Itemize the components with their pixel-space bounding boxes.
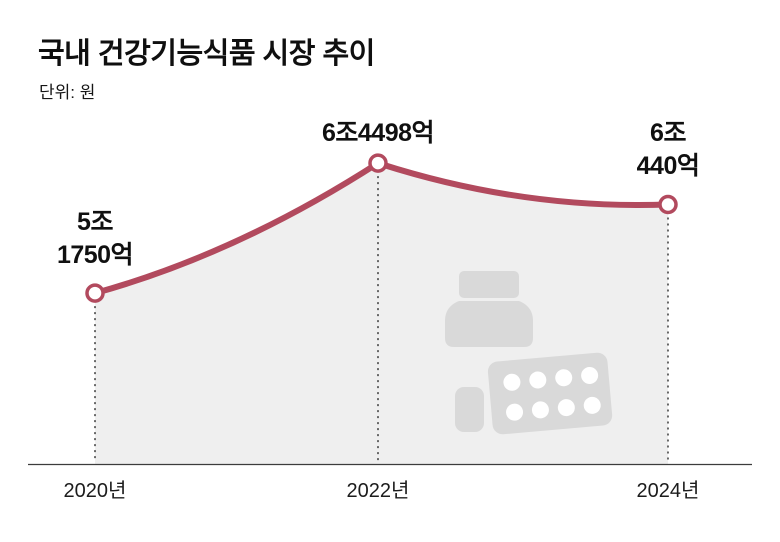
data-point-label: 6조 440억 <box>636 119 700 180</box>
x-axis-label: 2022년 <box>346 480 410 502</box>
pill-bottle-icon <box>445 271 533 347</box>
data-point-label: 6조4498억 <box>321 119 435 147</box>
dashed-guide-lines <box>94 176 669 462</box>
unit-label: 단위: 원 <box>39 83 96 102</box>
data-point-markers <box>85 153 678 303</box>
data-point-label: 5조 1750억 <box>56 208 134 269</box>
chart-title: 국내 건강기능식품 시장 추이 <box>38 38 375 70</box>
x-axis-label: 2024년 <box>636 480 700 502</box>
x-axis-label: 2020년 <box>63 480 127 502</box>
blister-pack-icon <box>455 352 613 435</box>
